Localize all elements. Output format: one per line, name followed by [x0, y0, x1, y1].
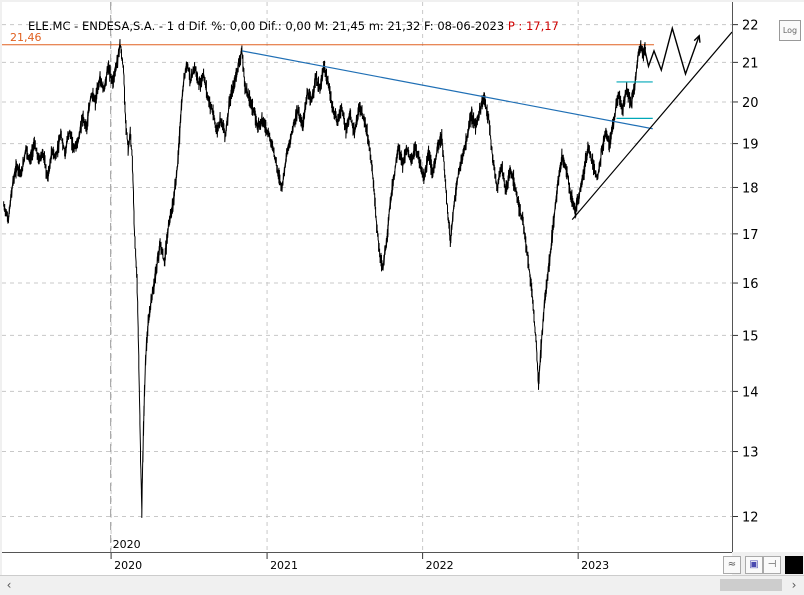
y-tick-label: 16: [742, 277, 759, 292]
y-axis[interactable]: 22 21 20 19 18 17 16 15 14 13 12: [732, 2, 804, 552]
x-tick-label: 2020: [114, 559, 142, 572]
pin-icon[interactable]: ⊣: [763, 556, 781, 574]
projection-arrowhead: [693, 34, 701, 43]
x-tick-label: 2022: [426, 559, 454, 572]
price-value: 17,17: [525, 19, 559, 33]
dif-pct-value: 0,00: [229, 19, 256, 33]
x-axis-ticks: 2020 2021 2022 2023: [110, 553, 609, 572]
y-tick-label: 19: [742, 138, 759, 153]
date-label: F:: [424, 19, 434, 33]
y-tick-label: 15: [742, 329, 759, 344]
symbol-name: ELE.MC - ENDESA,S.A.: [27, 19, 156, 33]
scroll-left-icon[interactable]: ‹: [6, 578, 12, 592]
y-tick-label: 14: [742, 385, 759, 400]
price-label: P :: [507, 19, 523, 33]
scroll-thumb[interactable]: [720, 579, 782, 591]
y-tick-label: 18: [742, 181, 759, 196]
dif-label: Dif.:: [258, 19, 282, 33]
year-marker-label: 2020: [113, 538, 141, 551]
horizontal-scrollbar[interactable]: ‹ ›: [0, 575, 804, 595]
resistance-label: 21,46: [10, 31, 42, 44]
y-tick-label: 21: [742, 56, 759, 71]
min-label: m:: [368, 19, 384, 33]
quote-header: ELE.MC - ENDESA,S.A. - 1 d Dif. %: 0,00 …: [27, 19, 559, 33]
plot-area[interactable]: 2020 21,46 ELE.MC - ENDESA,S.A. - 1 d Dif…: [2, 2, 732, 552]
x-tick-label: 2021: [270, 559, 298, 572]
price-chart: 2020 21,46: [2, 2, 732, 552]
period: 1 d: [166, 19, 185, 33]
wave-icon[interactable]: ≈: [723, 556, 741, 574]
color-swatch-icon[interactable]: [785, 556, 803, 574]
save-icon[interactable]: ▣: [745, 556, 763, 574]
y-axis-ticks: 22 21 20 19 18 17 16 15 14 13 12: [733, 19, 759, 525]
x-axis[interactable]: 2020 2021 2022 2023: [2, 552, 732, 575]
min-value: 21,32: [387, 19, 421, 33]
dif-pct-label: Dif. %:: [188, 19, 227, 33]
dif-value: 0,00: [285, 19, 312, 33]
scroll-right-icon[interactable]: ›: [791, 578, 797, 592]
date-value: 08-06-2023: [437, 19, 505, 33]
x-tick-label: 2023: [581, 559, 609, 572]
y-tick-label: 22: [742, 19, 759, 34]
y-tick-label: 13: [742, 446, 759, 461]
max-value: 21,45: [332, 19, 366, 33]
y-tick-label: 20: [742, 96, 759, 111]
log-scale-button[interactable]: Log: [779, 20, 801, 41]
trendline-support-up: [571, 31, 732, 221]
y-tick-label: 17: [742, 228, 759, 243]
price-series-line: [3, 39, 646, 518]
max-label: M:: [314, 19, 329, 33]
y-tick-label: 12: [742, 510, 759, 525]
projection-zigzag: [643, 25, 700, 77]
trendline-resistance-down: [241, 50, 653, 130]
